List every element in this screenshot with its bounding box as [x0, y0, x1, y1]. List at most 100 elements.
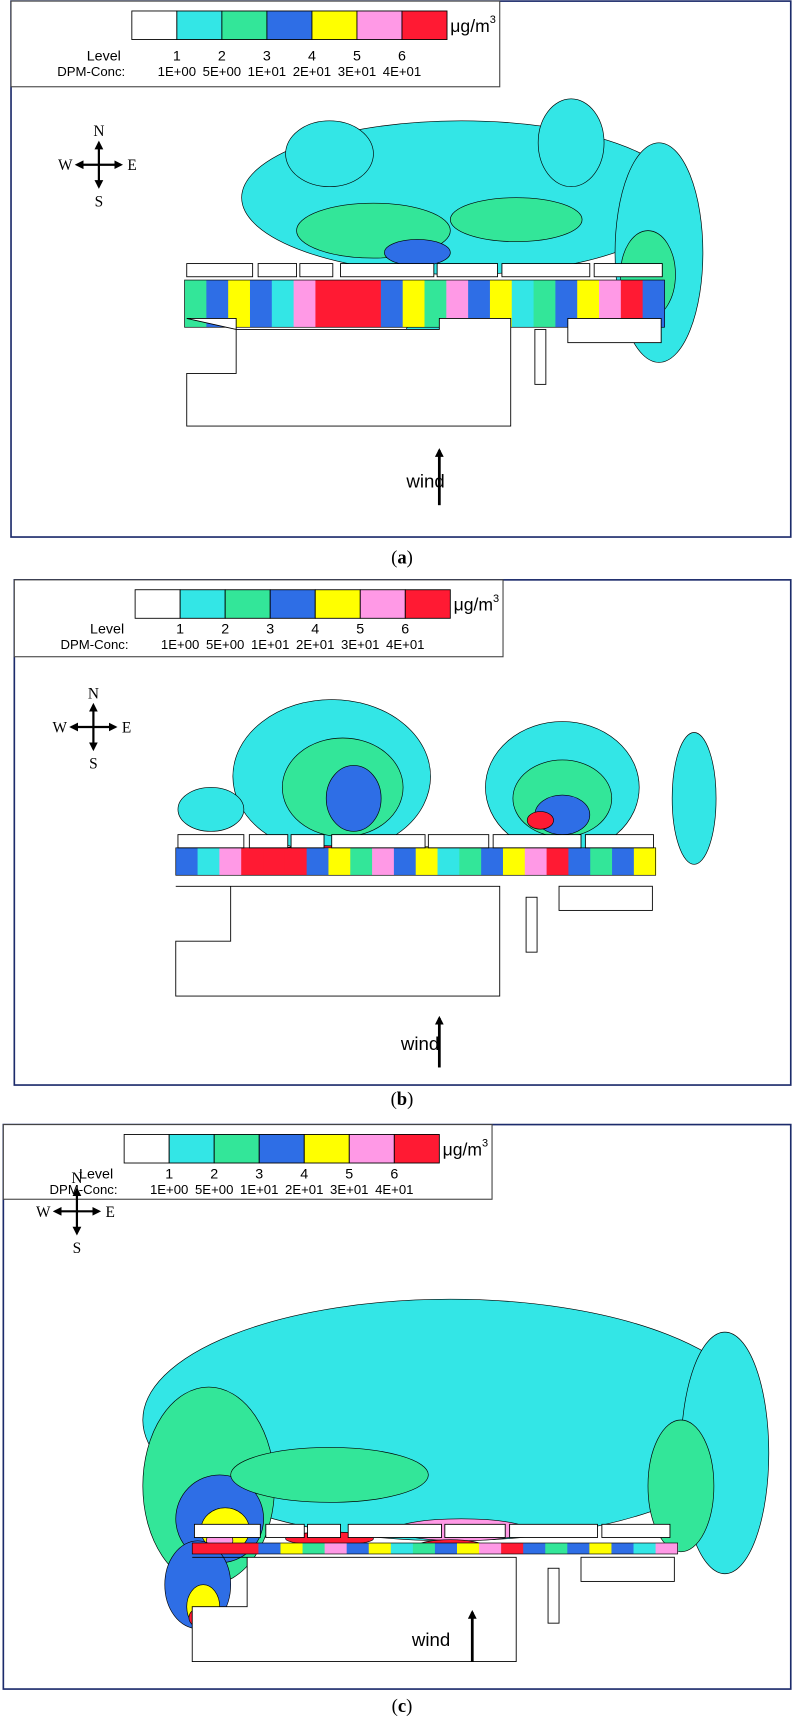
building — [186, 318, 512, 427]
conc-value: 4E+01 — [383, 64, 421, 79]
compass-west: W — [53, 720, 68, 737]
street-concentration — [380, 280, 404, 328]
caption-letter: b — [397, 1089, 407, 1110]
conc-value: 1E+01 — [240, 1182, 278, 1197]
street-concentration — [393, 847, 417, 876]
contour-region — [285, 120, 374, 188]
wind-label: wind — [411, 1629, 450, 1650]
level-value: 1 — [176, 622, 184, 638]
street-concentration — [284, 847, 308, 876]
building — [290, 834, 325, 849]
level-value: 2 — [221, 622, 229, 638]
street-concentration — [501, 1542, 524, 1554]
street-concentration — [214, 1542, 237, 1554]
legend-swatch — [131, 10, 178, 40]
legend-swatch — [176, 10, 223, 40]
panel-caption: (a) — [391, 547, 413, 568]
conc-value: 4E+01 — [375, 1182, 413, 1197]
level-value: 3 — [263, 48, 271, 64]
building — [509, 1523, 598, 1538]
building — [191, 1556, 517, 1663]
street-concentration — [434, 1542, 458, 1554]
legend-swatch — [314, 589, 361, 619]
legend-swatch — [359, 589, 406, 619]
level-value: 1 — [173, 48, 181, 64]
building — [492, 834, 582, 849]
street-concentration — [346, 1542, 370, 1554]
street-concentration — [236, 1542, 259, 1554]
street-concentration — [642, 280, 666, 328]
legend-unit: μg/m3 — [450, 14, 496, 36]
caption-open: ( — [392, 1696, 398, 1717]
compass-north: N — [88, 685, 99, 702]
legend-swatch — [221, 10, 268, 40]
street-concentration — [263, 847, 286, 876]
wind-label: wind — [400, 1033, 439, 1054]
street-concentration — [533, 280, 556, 328]
street-concentration — [523, 1542, 546, 1554]
conc-value: 1E+00 — [158, 64, 196, 79]
legend-swatch — [311, 10, 358, 40]
street-concentration — [271, 280, 295, 328]
street-concentration — [184, 280, 207, 328]
panel-caption: (b) — [391, 1089, 414, 1110]
conc-value: 2E+01 — [296, 637, 334, 652]
panel: μg/m3LevelDPM-Conc:11E+0025E+0031E+0142E… — [2, 1123, 792, 1717]
street-concentration — [306, 847, 330, 876]
conc-value: 1E+01 — [248, 64, 286, 79]
caption-letter: a — [397, 547, 407, 568]
building — [265, 1523, 305, 1538]
contour-region — [671, 732, 717, 865]
street-concentration — [468, 280, 491, 328]
panel-frame — [13, 579, 792, 1086]
street-concentration — [350, 847, 373, 876]
compass-east: E — [122, 720, 131, 737]
building — [558, 885, 653, 911]
conc-value: 3E+01 — [330, 1182, 368, 1197]
panel: μg/m3LevelDPM-Conc:11E+0025E+0031E+0142E… — [13, 579, 792, 1110]
legend-swatch — [168, 1134, 215, 1164]
building — [347, 1523, 442, 1538]
contour-field — [142, 1298, 770, 1629]
level-value: 4 — [300, 1166, 308, 1182]
compass-west: W — [58, 157, 73, 174]
conc-value: 1E+00 — [161, 637, 199, 652]
conc-label: DPM-Conc: — [61, 637, 129, 652]
building — [525, 896, 538, 953]
level-value: 2 — [218, 48, 226, 64]
street-concentration — [489, 280, 513, 328]
compass-north: N — [93, 123, 104, 140]
street-concentration — [446, 280, 469, 328]
street-concentration — [589, 1542, 612, 1554]
legend-unit: μg/m3 — [443, 1138, 489, 1160]
street-concentration — [655, 1542, 679, 1554]
street-concentration — [481, 847, 504, 876]
street-concentration — [412, 1542, 436, 1554]
legend-unit: μg/m3 — [454, 593, 500, 615]
legend-swatch — [213, 1134, 260, 1164]
unit-text: μg/m — [454, 595, 493, 615]
caption-close: ) — [406, 1696, 412, 1717]
street-concentration — [546, 847, 569, 876]
level-value: 1 — [165, 1166, 173, 1182]
street-concentration — [599, 280, 622, 328]
panel-caption: (c) — [392, 1696, 413, 1717]
building — [444, 1523, 506, 1538]
caption-close: ) — [407, 547, 413, 568]
compass-west: W — [36, 1204, 51, 1221]
compass-north: N — [71, 1170, 82, 1187]
conc-label: DPM-Conc: — [50, 1182, 118, 1197]
street-concentration — [315, 280, 338, 328]
street-concentration — [524, 847, 548, 876]
level-label: Level — [87, 48, 121, 64]
building — [193, 1523, 261, 1538]
level-value: 2 — [210, 1166, 218, 1182]
building — [257, 263, 298, 278]
street-concentration — [302, 1542, 326, 1554]
level-value: 3 — [266, 622, 274, 638]
street-concentration — [372, 847, 395, 876]
building — [436, 263, 498, 278]
street-concentration — [511, 280, 535, 328]
building — [593, 263, 663, 278]
